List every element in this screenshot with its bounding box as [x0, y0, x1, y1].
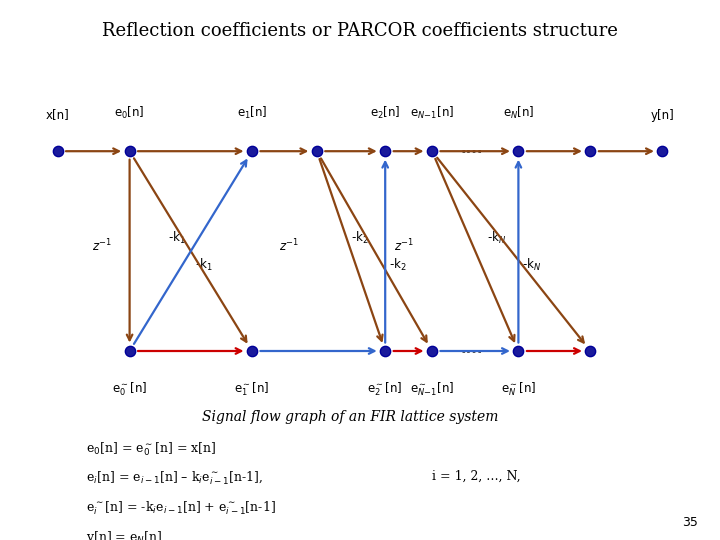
Text: y[n]: y[n] — [651, 109, 674, 122]
Point — [246, 147, 258, 156]
Text: ....: .... — [460, 341, 483, 356]
Point — [426, 347, 438, 355]
Text: e$^{\sim}_1$[n]: e$^{\sim}_1$[n] — [234, 381, 270, 398]
Text: e$_1$[n]: e$_1$[n] — [237, 105, 267, 122]
Text: Signal flow graph of an FIR lattice system: Signal flow graph of an FIR lattice syst… — [202, 410, 498, 424]
Text: e$^{\sim}_i$[n] = -k$_i$e$_{i-1}$[n] + e$^{\sim}_{i-1}$[n-1]: e$^{\sim}_i$[n] = -k$_i$e$_{i-1}$[n] + e… — [86, 500, 276, 517]
Text: 35: 35 — [683, 516, 698, 529]
Text: x[n]: x[n] — [46, 109, 69, 122]
Text: y[n] = e$_N$[n]: y[n] = e$_N$[n] — [86, 529, 163, 540]
Text: i = 1, 2, …, N,: i = 1, 2, …, N, — [432, 470, 521, 483]
Text: e$_2$[n]: e$_2$[n] — [370, 105, 400, 122]
Text: -k$_2$: -k$_2$ — [390, 256, 407, 273]
Point — [379, 347, 391, 355]
Text: e$_{N\!-\!1}$[n]: e$_{N\!-\!1}$[n] — [410, 105, 454, 122]
Point — [311, 147, 323, 156]
Point — [246, 347, 258, 355]
Text: z$^{-1}$: z$^{-1}$ — [395, 238, 414, 254]
Point — [513, 147, 524, 156]
Text: e$_i$[n] = e$_{i-1}$[n] – k$_i$e$^{\sim}_{i-1}$[n-1],: e$_i$[n] = e$_{i-1}$[n] – k$_i$e$^{\sim}… — [86, 470, 264, 487]
Text: ....: .... — [460, 141, 483, 156]
Point — [124, 147, 135, 156]
Text: -k$_1$: -k$_1$ — [168, 230, 185, 246]
Text: e$_N$[n]: e$_N$[n] — [503, 105, 534, 122]
Point — [585, 147, 596, 156]
Point — [513, 347, 524, 355]
Text: z$^{-1}$: z$^{-1}$ — [279, 238, 299, 254]
Text: e$^{\sim}_{N\!-\!1}$[n]: e$^{\sim}_{N\!-\!1}$[n] — [410, 381, 454, 398]
Point — [52, 147, 63, 156]
Text: e$^{\sim}_N$[n]: e$^{\sim}_N$[n] — [500, 381, 536, 398]
Text: e$^{\sim}_0$[n]: e$^{\sim}_0$[n] — [112, 381, 148, 398]
Point — [124, 347, 135, 355]
Point — [379, 147, 391, 156]
Text: -k$_1$: -k$_1$ — [195, 256, 212, 273]
Text: Reflection coefficients or PARCOR coefficients structure: Reflection coefficients or PARCOR coeffi… — [102, 22, 618, 39]
Text: -k$_N$: -k$_N$ — [522, 256, 541, 273]
Text: z$^{-1}$: z$^{-1}$ — [92, 238, 112, 254]
Point — [585, 347, 596, 355]
Text: e$_0$[n]: e$_0$[n] — [114, 105, 145, 122]
Text: e$^{\sim}_2$[n]: e$^{\sim}_2$[n] — [367, 381, 403, 398]
Text: -k$_2$: -k$_2$ — [351, 230, 369, 246]
Text: -k$_N$: -k$_N$ — [487, 230, 506, 246]
Point — [426, 147, 438, 156]
Text: e$_0$[n] = e$^{\sim}_0$[n] = x[n]: e$_0$[n] = e$^{\sim}_0$[n] = x[n] — [86, 440, 217, 457]
Point — [657, 147, 668, 156]
